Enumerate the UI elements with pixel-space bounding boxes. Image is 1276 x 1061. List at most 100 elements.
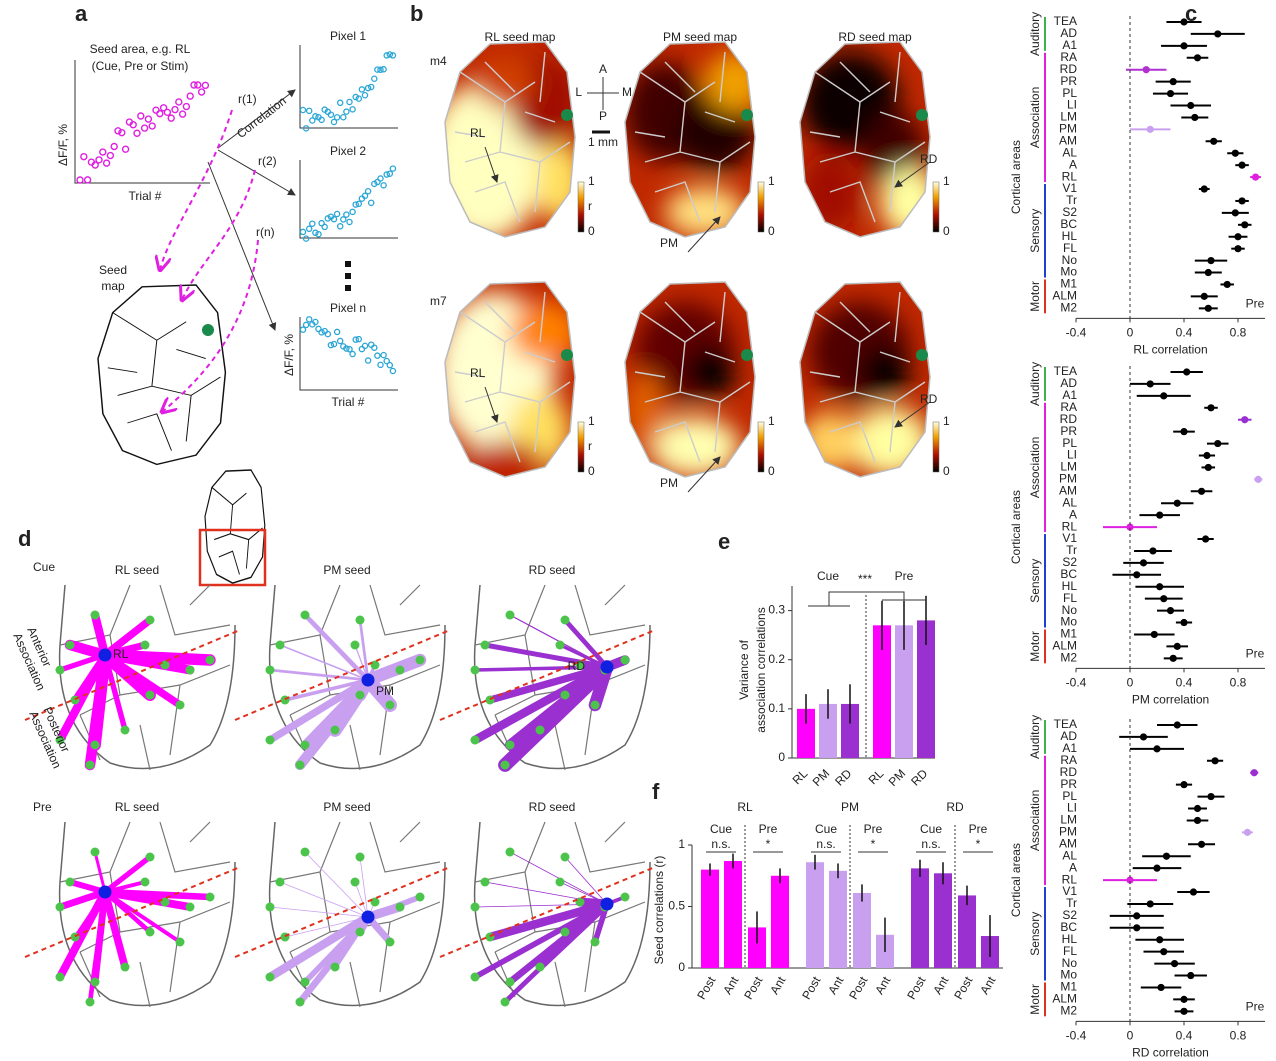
heat-blob [880, 167, 940, 237]
dot [1180, 996, 1187, 1003]
area-dot [561, 691, 570, 700]
area-border [160, 822, 230, 872]
seed-network [235, 822, 450, 1007]
area-dot [146, 853, 155, 862]
seed-dot [601, 661, 614, 674]
seed-dot [99, 649, 112, 662]
dot [1156, 512, 1163, 519]
x-tick-label: Post [846, 974, 870, 1002]
dot [1205, 305, 1212, 312]
connection [485, 882, 607, 904]
area-border [605, 585, 625, 605]
x-tick-label: Ant [977, 974, 998, 997]
scatter-dot [96, 157, 102, 163]
x-label: Trial # [332, 395, 365, 409]
dot [1190, 888, 1197, 895]
heatmap-blobs [425, 57, 585, 242]
area-border [555, 962, 565, 1007]
colorbar-tick: 0 [768, 224, 775, 238]
area-dot [186, 903, 195, 912]
scatter-dot [378, 176, 383, 181]
heatmap [615, 272, 765, 487]
scatter-dot [307, 317, 312, 322]
group-title: RL [737, 800, 753, 814]
dot [1191, 114, 1198, 121]
significance: n.s. [711, 837, 730, 851]
bar [853, 893, 871, 968]
dot [1194, 817, 1201, 824]
dot [1194, 54, 1201, 61]
area-dot [536, 726, 545, 735]
compass-label: A [599, 62, 607, 76]
group-label: Association [1028, 437, 1042, 498]
dot [1151, 631, 1158, 638]
x-tick-label: 0.8 [1230, 325, 1247, 339]
x-tick-label: Ant [767, 974, 788, 997]
heatmap [615, 32, 765, 247]
scatter-dot [359, 87, 364, 92]
scatter-dot [168, 115, 174, 121]
dot [1232, 150, 1239, 157]
heatmap-blobs [625, 302, 740, 477]
area-border [400, 585, 420, 605]
colorbar-tick: 0 [943, 224, 950, 238]
area-border [170, 922, 180, 992]
area-dot [296, 761, 305, 770]
dot [1133, 571, 1140, 578]
scatter-dot [187, 93, 193, 99]
area-dot [506, 848, 515, 857]
panel-label: d [18, 526, 31, 551]
axes [300, 317, 398, 390]
area-border [555, 725, 565, 770]
area-border [190, 585, 210, 605]
area-dot [66, 641, 75, 650]
seed-label: RD [568, 659, 586, 673]
area-dot [66, 878, 75, 887]
seed-title: RL seed [115, 563, 159, 577]
area-dot [591, 701, 600, 710]
scatter-dot [157, 111, 163, 117]
dot [1205, 464, 1212, 471]
x-tick-label: 0.4 [1176, 1028, 1193, 1042]
scatter-dot [344, 109, 349, 114]
colorbar [933, 422, 939, 472]
scatter-dot [378, 362, 383, 367]
x-tick-label: Post [694, 974, 718, 1002]
seed-map [425, 32, 585, 247]
dot [1183, 368, 1190, 375]
heat-blob [685, 347, 735, 397]
colorbar-label: r [588, 439, 592, 453]
brain-outline [60, 585, 235, 769]
seed-network [25, 822, 240, 1007]
seed-network [440, 822, 655, 1007]
area-dot [146, 616, 155, 625]
scatter-dot [310, 221, 315, 226]
axes [75, 60, 210, 183]
x-label: PM correlation [1132, 692, 1209, 706]
scatter-dot [153, 107, 159, 113]
x-tick-label: -0.4 [1066, 675, 1087, 689]
dot [1201, 293, 1208, 300]
colorbar-tick: 0 [588, 224, 595, 238]
area-dot [506, 611, 515, 620]
dot [1180, 619, 1187, 626]
area-dot [591, 938, 600, 947]
dot [1133, 912, 1140, 919]
y-tick-label: 0 [678, 960, 685, 974]
x-label: RD correlation [1132, 1045, 1209, 1059]
bar [771, 876, 789, 968]
x-tick-label: Post [799, 974, 823, 1002]
area-dot [501, 998, 510, 1007]
area-dot [506, 978, 515, 987]
dot [1156, 583, 1163, 590]
scatter-dot [366, 189, 371, 194]
scatter-dot [338, 338, 343, 343]
axes [300, 45, 398, 128]
colorbar-tick: 1 [943, 174, 950, 188]
heat-blob [800, 412, 860, 472]
seed-map [615, 272, 765, 487]
dot [1252, 173, 1259, 180]
area-dot [356, 691, 365, 700]
scatter-dot [180, 111, 186, 117]
colorbar [758, 422, 764, 472]
